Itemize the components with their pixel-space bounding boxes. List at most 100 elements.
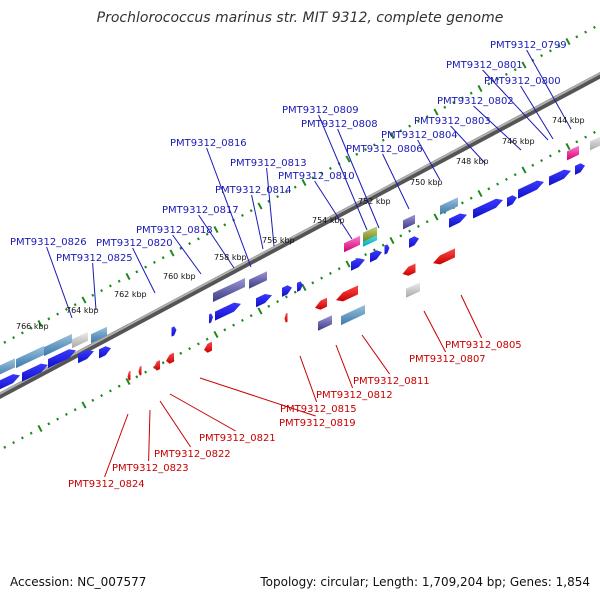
lower-tick <box>293 290 297 294</box>
cog-block <box>440 197 458 215</box>
gene-label[interactable]: PMT9312_0801 <box>446 60 523 71</box>
gene-labels[interactable]: PMT9312_0799 PMT9312_0801 PMT9312_0800 PMT9… <box>10 40 567 490</box>
gene-label[interactable]: PMT9312_0826 <box>10 237 87 248</box>
reverse-gene-arrow <box>284 312 288 323</box>
lower-tick <box>125 377 131 386</box>
gene-label[interactable]: PMT9312_0814 <box>215 185 292 196</box>
reverse-gene-arrow <box>138 365 142 376</box>
gene-label[interactable]: PMT9312_0804 <box>381 130 458 141</box>
upper-tick <box>452 101 456 105</box>
leader-line <box>382 153 410 210</box>
gene-arrows[interactable] <box>0 163 585 391</box>
upper-tick <box>169 249 175 257</box>
upper-tick <box>37 319 43 328</box>
gene-label[interactable]: PMT9312_0800 <box>484 76 561 87</box>
upper-tick <box>460 96 464 100</box>
lower-tick <box>575 140 579 144</box>
gene-label[interactable]: PMT9312_0812 <box>316 390 393 401</box>
lower-tick <box>257 307 263 315</box>
upper-tick <box>179 246 183 250</box>
lower-tick <box>425 220 429 224</box>
upper-tick <box>213 225 219 234</box>
lower-tick <box>223 328 227 332</box>
position-label: 746 kbp <box>502 137 535 146</box>
leader-line <box>423 310 447 353</box>
gene-label[interactable]: PMT9312_0802 <box>437 96 514 107</box>
gene-label[interactable]: PMT9312_0806 <box>346 144 423 155</box>
gene-label[interactable]: PMT9312_0819 <box>279 418 356 429</box>
leader-line <box>148 409 151 462</box>
upper-tick <box>196 237 200 241</box>
upper-tick <box>249 209 253 213</box>
gene-label[interactable]: PMT9312_0825 <box>56 253 133 264</box>
upper-tick <box>521 61 527 69</box>
lower-tick <box>81 401 87 409</box>
gene-label[interactable]: PMT9312_0803 <box>414 116 491 127</box>
lower-tick <box>73 408 77 412</box>
gene-label[interactable]: PMT9312_0808 <box>301 119 378 130</box>
genome-title: Prochlorococcus marinus str. MIT 9312, c… <box>96 10 504 26</box>
label-leader-lines <box>46 49 572 478</box>
upper-tick <box>328 166 332 170</box>
upper-tick <box>311 176 315 180</box>
gene-label[interactable]: PMT9312_0815 <box>280 404 357 415</box>
upper-tick <box>152 260 156 264</box>
lower-tick <box>100 394 104 398</box>
gene-label[interactable]: PMT9312_0811 <box>353 376 430 387</box>
forward-gene-arrow <box>171 326 177 337</box>
cog-block <box>72 331 88 349</box>
upper-tick <box>477 84 483 93</box>
gene-label[interactable]: PMT9312_0821 <box>199 433 276 444</box>
gene-label[interactable]: PMT9312_0810 <box>278 171 355 182</box>
lower-tick <box>513 173 517 177</box>
lower-tick <box>135 375 139 379</box>
upper-tick <box>584 30 588 34</box>
cog-block <box>16 345 44 369</box>
upper-tick <box>64 307 68 311</box>
cog-block <box>590 136 600 151</box>
leader-line <box>198 214 235 269</box>
gene-label[interactable]: PMT9312_0807 <box>409 354 486 365</box>
gene-label[interactable]: PMT9312_0809 <box>282 105 359 116</box>
lower-tick <box>337 267 341 271</box>
position-label: 764 kbp <box>66 306 99 315</box>
forward-gene-arrow <box>48 349 76 369</box>
leader-line <box>169 393 236 432</box>
gene-label[interactable]: PMT9312_0822 <box>154 449 231 460</box>
gene-label[interactable]: PMT9312_0805 <box>445 340 522 351</box>
upper-tick <box>276 195 280 199</box>
gene-label[interactable]: PMT9312_0813 <box>230 158 307 169</box>
leader-line <box>482 69 549 141</box>
cog-block <box>213 277 245 303</box>
backbone-highlight <box>0 72 600 395</box>
gene-label[interactable]: PMT9312_0818 <box>136 225 213 236</box>
upper-tick <box>469 91 473 95</box>
lower-tick <box>117 384 121 388</box>
position-label: 752 kbp <box>358 197 391 206</box>
upper-tick <box>20 331 24 335</box>
leader-line <box>159 400 192 448</box>
leader-line <box>318 114 368 231</box>
upper-tick <box>47 317 51 321</box>
lower-tick <box>540 159 544 163</box>
gene-label[interactable]: PMT9312_0824 <box>68 479 145 490</box>
upper-tick <box>29 326 33 330</box>
gene-label[interactable]: PMT9312_0816 <box>170 138 247 149</box>
gene-label[interactable]: PMT9312_0817 <box>162 205 239 216</box>
lower-tick <box>364 253 368 257</box>
cog-block <box>341 304 365 326</box>
leader-line <box>361 334 391 375</box>
leader-line <box>132 247 156 294</box>
cog-block <box>403 214 415 230</box>
forward-gene-arrow <box>22 363 48 382</box>
upper-tick <box>205 232 209 236</box>
leader-line <box>337 128 380 229</box>
lower-tick <box>504 177 508 181</box>
position-label: 744 kbp <box>552 116 585 125</box>
lower-tick <box>496 182 500 186</box>
gene-label[interactable]: PMT9312_0823 <box>112 463 189 474</box>
genome-backbone <box>0 71 600 400</box>
gene-label[interactable]: PMT9312_0799 <box>490 40 567 51</box>
gene-label[interactable]: PMT9312_0820 <box>96 238 173 249</box>
